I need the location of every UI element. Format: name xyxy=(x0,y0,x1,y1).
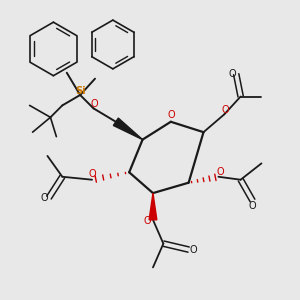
Text: O: O xyxy=(216,167,224,177)
Text: O: O xyxy=(90,99,98,109)
Text: O: O xyxy=(168,110,175,120)
Text: O: O xyxy=(41,193,48,202)
Text: O: O xyxy=(249,201,256,211)
Text: O: O xyxy=(228,69,236,79)
Text: O: O xyxy=(189,244,197,255)
Polygon shape xyxy=(149,193,157,220)
Text: Si: Si xyxy=(75,86,86,96)
Text: O: O xyxy=(88,169,96,179)
Text: O: O xyxy=(144,216,152,226)
Polygon shape xyxy=(113,118,142,140)
Text: O: O xyxy=(222,105,230,115)
